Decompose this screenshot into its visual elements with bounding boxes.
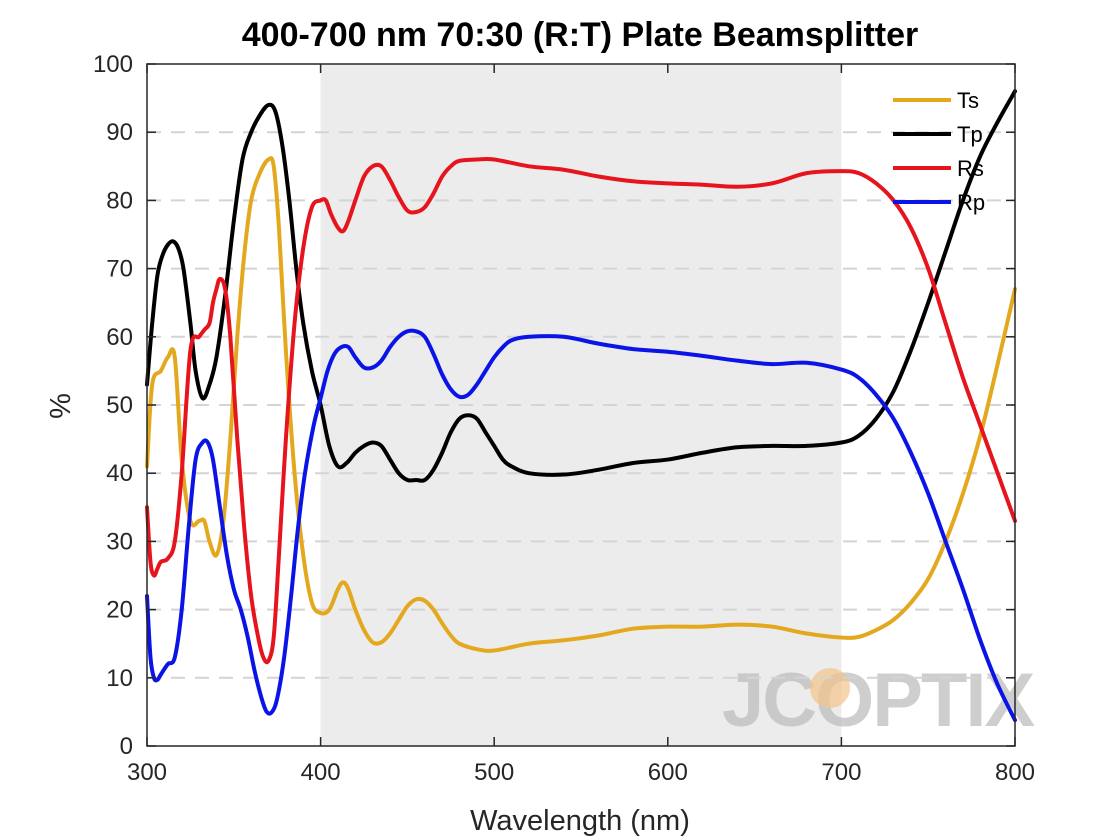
legend-label-rs: Rs [957, 156, 984, 181]
series-line-ts [145, 156, 1017, 653]
y-tick-label-70: 70 [106, 256, 133, 283]
series-line-rs [145, 156, 1017, 665]
series-line-tp [145, 89, 1017, 483]
legend[interactable]: Ts Tp Rs Rp [893, 88, 985, 215]
watermark-logo: JCOPTIX [722, 658, 1037, 743]
series-line-rp [145, 328, 1017, 723]
y-tick-label-80: 80 [106, 187, 133, 214]
x-tick-labels: 300 400 500 600 700 800 [127, 759, 1035, 786]
x-tick-label-400: 400 [301, 759, 341, 786]
x-tick-label-500: 500 [474, 759, 514, 786]
y-tick-label-50: 50 [106, 392, 133, 419]
y-tick-label-40: 40 [106, 460, 133, 487]
grid-lines [147, 131, 1015, 679]
legend-label-rp: Rp [957, 190, 985, 215]
y-tick-label-10: 10 [106, 665, 133, 692]
legend-label-ts: Ts [957, 88, 979, 113]
watermark-text: JCOPTIX [722, 658, 1035, 743]
y-tick-label-60: 60 [106, 324, 133, 351]
tick-marks [146, 63, 1016, 747]
y-tick-label-100: 100 [93, 51, 133, 78]
x-axis-label: Wavelength (nm) [470, 805, 690, 837]
legend-label-tp: Tp [957, 122, 983, 147]
y-tick-label-20: 20 [106, 597, 133, 624]
x-tick-label-800: 800 [995, 759, 1035, 786]
series-layer [145, 89, 1017, 723]
y-tick-label-0: 0 [120, 733, 133, 760]
x-tick-label-700: 700 [821, 759, 861, 786]
y-axis-label: % [45, 393, 77, 419]
x-tick-label-600: 600 [648, 759, 688, 786]
y-tick-label-30: 30 [106, 528, 133, 555]
y-tick-label-90: 90 [106, 119, 133, 146]
watermark-dot [810, 668, 850, 708]
chart-title: 400-700 nm 70:30 (R:T) Plate Beamsplitte… [242, 16, 918, 54]
x-tick-label-300: 300 [127, 759, 167, 786]
y-tick-labels: 0 10 20 30 40 50 60 70 80 90 100 [93, 51, 133, 760]
